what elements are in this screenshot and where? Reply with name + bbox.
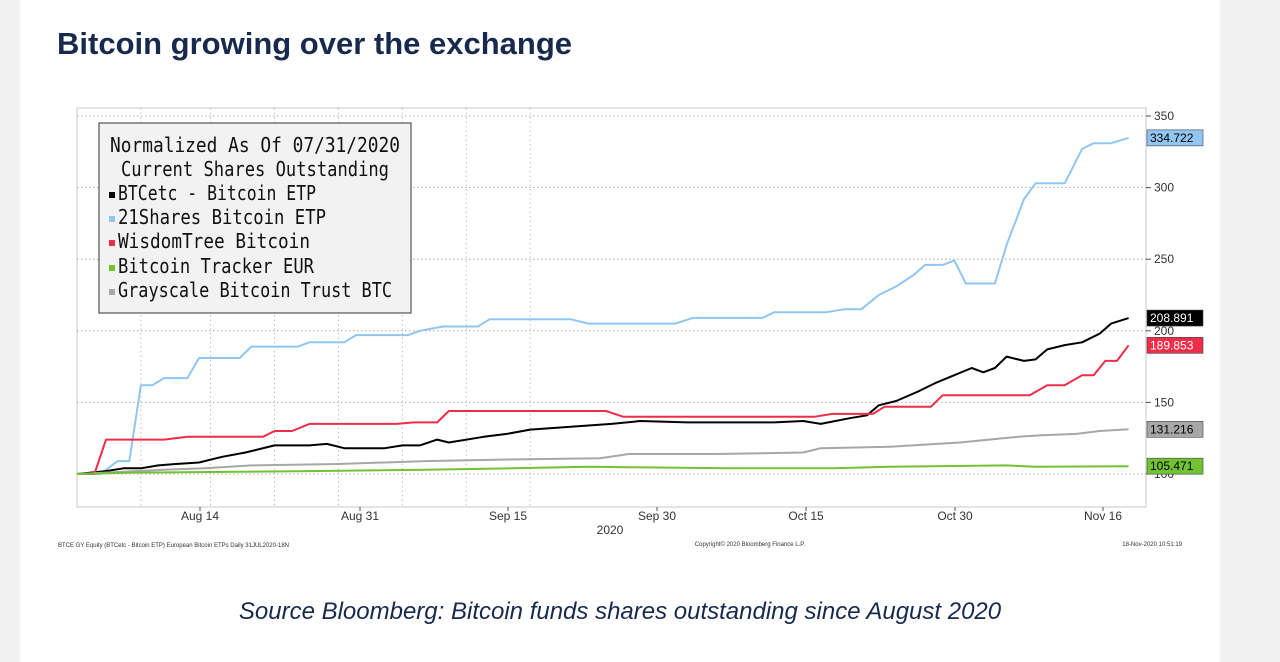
series-line-4: [76, 464, 1129, 475]
end-value-badge-3: [1146, 420, 1204, 438]
legend-swatch-3: [109, 289, 115, 295]
end-value-badge-2: [1146, 337, 1204, 354]
end-value-label-2: 189.853: [1150, 338, 1194, 352]
article-card: Bitcoin growing over the exchange 350 300…: [20, 0, 1220, 662]
legend-swatch-2: [109, 240, 115, 246]
y-tick-label: 200: [1154, 324, 1174, 338]
end-value-label-1: 208.891: [1150, 311, 1194, 325]
legend-label-0: 21Shares Bitcoin ETP: [118, 205, 326, 229]
legend-swatch-1: [109, 192, 115, 198]
legend-title-line2: Current Shares Outstanding: [121, 157, 389, 181]
series-line-1: [76, 317, 1129, 475]
legend-label-4: Bitcoin Tracker EUR: [118, 254, 315, 278]
chart-source-caption: Source Bloomberg: Bitcoin funds shares o…: [238, 598, 1002, 625]
end-value-label-4: 105.471: [1150, 459, 1194, 473]
x-tick-label: Sep 30: [638, 509, 676, 523]
chart-footer-left: BTCE GY Equity (BTCetc - Bitcoin ETP) Eu…: [58, 543, 289, 549]
end-value-badge-4: [1146, 457, 1204, 475]
legend-box: [98, 122, 412, 314]
y-tick-label: 350: [1154, 109, 1174, 123]
legend-title-line1: Normalized As Of 07/31/2020: [110, 133, 400, 157]
legend-swatch-4: [109, 265, 115, 271]
y-tick-label: 150: [1154, 395, 1174, 409]
series-line-3: [76, 428, 1129, 475]
legend-label-3: Grayscale Bitcoin Trust BTC: [118, 278, 392, 302]
x-tick-label: Sep 15: [489, 509, 527, 523]
legend-label-2: WisdomTree Bitcoin: [118, 229, 310, 253]
legend-label-1: BTCetc - Bitcoin ETP: [118, 181, 316, 205]
x-tick-label: Nov 16: [1084, 509, 1122, 523]
x-tick-label: Oct 15: [788, 509, 824, 523]
chart-footer-center: Copyright© 2020 Bloomberg Finance L.P.: [695, 541, 806, 548]
end-value-badge-1: [1146, 309, 1204, 327]
x-tick-label: Aug 14: [181, 509, 219, 523]
page-title: Bitcoin growing over the exchange: [57, 26, 573, 61]
x-axis-label: 2020: [597, 523, 624, 537]
series-line-0: [77, 136, 1129, 475]
end-value-label-0: 334.722: [1150, 131, 1194, 145]
series-line-2: [77, 344, 1130, 475]
x-tick-label: Aug 31: [341, 509, 379, 523]
chart-footer-right: 18-Nov-2020 10:51:19: [1122, 542, 1182, 548]
end-value-label-3: 131.216: [1150, 422, 1194, 436]
legend-swatch-0: [109, 216, 115, 222]
x-tick-label: Oct 30: [937, 509, 973, 523]
end-value-badge-0: [1146, 129, 1204, 147]
y-tick-label: 300: [1154, 181, 1174, 195]
y-tick-label: 250: [1154, 252, 1174, 266]
